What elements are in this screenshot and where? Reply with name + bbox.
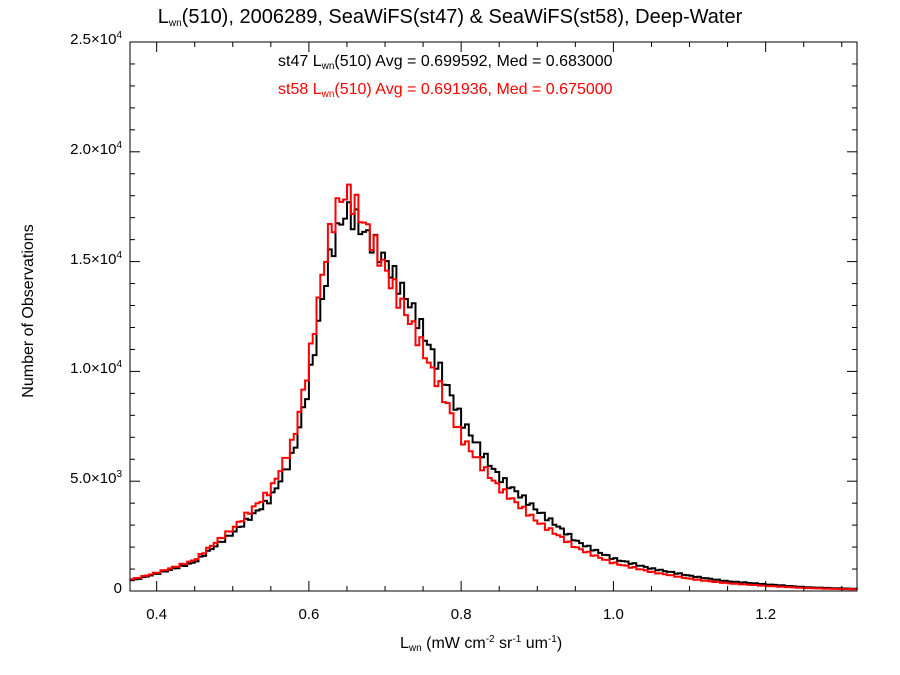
plot-frame [129, 41, 858, 592]
st58-histogram-line [130, 183, 857, 591]
x-tick-label: 0.4 [146, 606, 168, 623]
st47-histogram-line [130, 201, 858, 590]
y-tick-label: 2.5×104 [70, 30, 122, 49]
x-tick-label: 0.6 [298, 606, 320, 623]
st47-stats-annotation: st47 Lwn(510) Avg = 0.699592, Med = 0.68… [278, 53, 613, 72]
y-tick-label: 0 [113, 580, 122, 597]
y-tick-label: 2.0×104 [70, 139, 122, 158]
x-axis-label: Lwn (mW cm-2 sr-1 um-1) [400, 634, 563, 654]
x-tick-label: 1.0 [602, 606, 624, 623]
x-tick-label: 0.8 [450, 606, 472, 623]
chart-title: Lwn(510), 2006289, SeaWiFS(st47) & SeaWi… [157, 6, 743, 29]
st58-stats-annotation: st58 Lwn(510) Avg = 0.691936, Med = 0.67… [278, 81, 613, 100]
series-layer [130, 183, 858, 591]
y-tick-label: 5.0×103 [70, 469, 122, 488]
tick-layer [130, 41, 857, 592]
x-tick-label: 1.2 [755, 606, 777, 623]
y-tick-label: 1.0×104 [70, 359, 122, 378]
y-tick-label: 1.5×104 [70, 249, 122, 268]
y-axis-label: Number of Observations [20, 224, 37, 398]
